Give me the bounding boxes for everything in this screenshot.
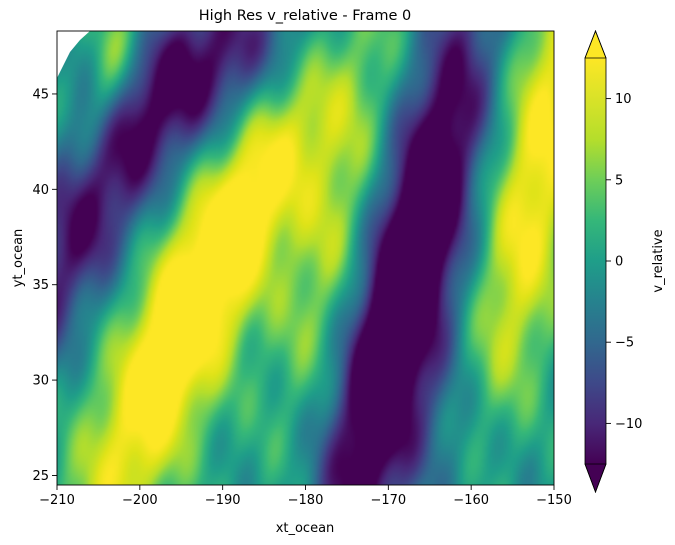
- colorbar-extend-max: [584, 29, 607, 59]
- colorbar-tick-label: −5: [615, 336, 634, 351]
- y-tick-label: 35: [32, 278, 49, 293]
- y-axis-label: yt_ocean: [11, 229, 26, 288]
- x-tick-label: −190: [205, 493, 241, 508]
- missing-data-patch: [57, 31, 90, 78]
- chart-title: High Res v_relative - Frame 0: [199, 8, 411, 24]
- colorbar-tick-label: 5: [615, 173, 623, 188]
- x-tick-label: −170: [370, 493, 406, 508]
- y-tick-label: 45: [32, 87, 49, 102]
- y-axis: 25 30 35 40 45: [32, 87, 57, 484]
- y-tick-label: 25: [32, 469, 49, 484]
- heatmap-raster: [57, 31, 554, 485]
- x-axis: −210 −200 −190 −180 −170 −160 −150: [39, 485, 572, 508]
- colorbar-gradient: [585, 58, 606, 464]
- x-tick-label: −210: [39, 493, 75, 508]
- y-tick-label: 30: [32, 374, 49, 389]
- x-tick-label: −200: [122, 493, 158, 508]
- colorbar-ticks: −10 −5 0 5 10: [606, 92, 642, 432]
- colorbar-tick-label: −10: [615, 417, 642, 432]
- x-tick-label: −160: [453, 493, 489, 508]
- colorbar-extend-min: [584, 463, 607, 494]
- colorbar-label: v_relative: [651, 229, 666, 292]
- colorbar: −10 −5 0 5 10 v_relative: [584, 29, 666, 494]
- x-axis-label: xt_ocean: [276, 521, 335, 536]
- x-tick-label: −150: [536, 493, 572, 508]
- y-tick-label: 40: [32, 183, 49, 198]
- colorbar-frame: [584, 29, 607, 494]
- heatmap-area: [57, 31, 554, 485]
- colorbar-tick-label: 0: [615, 255, 623, 270]
- x-tick-label: −180: [288, 493, 324, 508]
- colorbar-tick-label: 10: [615, 92, 632, 107]
